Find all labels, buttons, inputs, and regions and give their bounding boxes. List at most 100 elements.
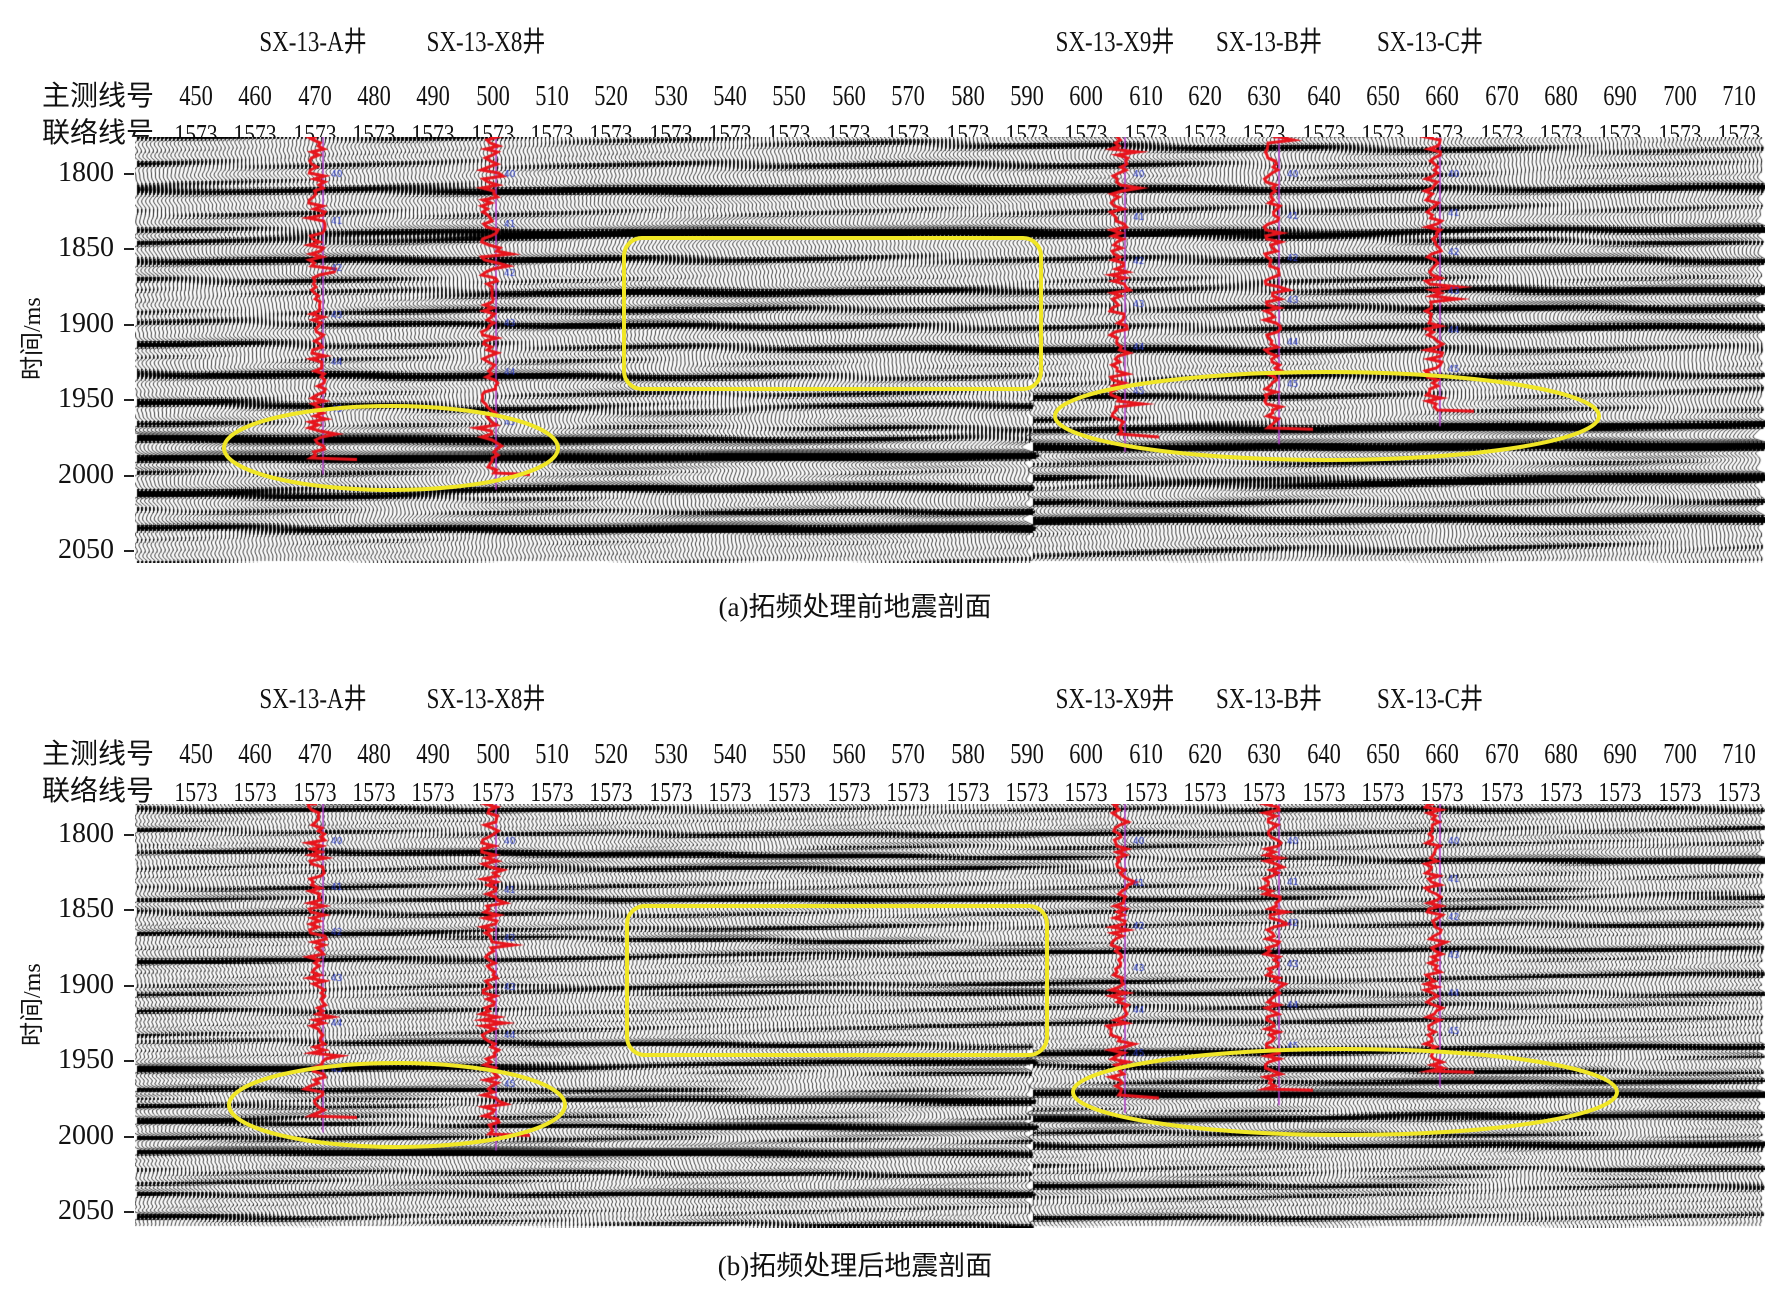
crossline-tick-label: 1573 <box>1183 777 1227 807</box>
time-tick-label: 2000 <box>58 1119 114 1151</box>
inline-tick-label: 460 <box>238 81 273 112</box>
highlight-ellipse <box>227 1061 567 1149</box>
tick-mark <box>124 550 134 552</box>
inline-tick-label: 450 <box>179 81 213 112</box>
inline-tick-label: 450 <box>179 739 213 770</box>
time-tick-label: 1950 <box>58 383 114 415</box>
tick-mark <box>124 323 134 326</box>
tick-mark <box>124 984 134 987</box>
inline-tick-label: 530 <box>653 81 688 112</box>
inline-tick-label: 520 <box>594 81 629 112</box>
inline-tick-label: 640 <box>1306 81 1341 112</box>
inline-tick-label: 680 <box>1544 81 1578 112</box>
crossline-tick-label: 1573 <box>1064 777 1108 807</box>
crossline-tick-label: 1573 <box>1420 777 1464 807</box>
crossline-tick-label: 1573 <box>767 777 812 807</box>
inline-tick-label: 680 <box>1544 739 1578 770</box>
time-tick-label: 2000 <box>58 458 114 490</box>
inline-tick-label: 570 <box>891 739 925 770</box>
time-tick-label: 1950 <box>58 1044 114 1076</box>
time-tick-label: 1900 <box>58 968 114 1000</box>
highlight-ellipse <box>1071 1047 1619 1137</box>
inline-tick-label: 650 <box>1366 739 1400 770</box>
inline-axis-label: 主测线号 <box>42 739 155 770</box>
inline-tick-label: 670 <box>1484 81 1519 112</box>
inline-tick-label: 640 <box>1306 739 1341 770</box>
inline-tick-label: 560 <box>831 739 866 770</box>
inline-tick-label: 660 <box>1425 81 1460 112</box>
well-label: SX-13-X8井 <box>426 684 546 715</box>
crossline-tick-label: 1573 <box>1123 777 1168 807</box>
crossline-tick-label: 1573 <box>352 777 396 807</box>
inline-tick-label: 510 <box>535 739 569 770</box>
inline-tick-label: 540 <box>713 739 747 770</box>
crossline-tick-label: 1573 <box>1598 777 1642 807</box>
crossline-tick-label: 1573 <box>945 777 990 807</box>
well-label: SX-13-B井 <box>1216 684 1322 715</box>
inline-tick-label: 580 <box>950 739 985 770</box>
time-tick-label: 1800 <box>58 157 114 188</box>
inline-tick-label: 710 <box>1722 81 1756 112</box>
inline-tick-label: 550 <box>772 81 807 112</box>
inline-tick-label: 470 <box>297 739 332 770</box>
inline-tick-label: 690 <box>1603 81 1638 112</box>
seismic-section <box>135 137 1765 563</box>
crossline-tick-label: 1573 <box>1005 777 1049 807</box>
inline-tick-label: 550 <box>772 739 807 770</box>
tick-mark <box>124 1211 134 1213</box>
inline-tick-label: 530 <box>653 739 688 770</box>
time-tick-label: 1800 <box>58 818 114 849</box>
tick-mark <box>124 834 134 836</box>
highlight-ellipse <box>222 404 560 492</box>
crossline-tick-label: 1573 <box>1717 777 1761 807</box>
crossline-tick-label: 1573 <box>827 777 871 807</box>
well-label: SX-13-A井 <box>259 27 367 58</box>
tick-mark <box>124 474 134 477</box>
inline-tick-label: 490 <box>416 81 451 112</box>
well-label: SX-13-X8井 <box>426 27 546 58</box>
highlight-rectangle <box>625 904 1049 1057</box>
inline-tick-label: 700 <box>1662 81 1697 112</box>
crossline-tick-label: 1573 <box>1301 777 1346 807</box>
inline-tick-label: 480 <box>357 81 391 112</box>
tick-mark <box>124 909 134 912</box>
inline-tick-label: 670 <box>1484 739 1519 770</box>
crossline-tick-label: 1573 <box>589 777 634 807</box>
inline-tick-label: 590 <box>1010 739 1044 770</box>
crossline-tick-label: 1573 <box>1539 777 1583 807</box>
inline-axis-label: 主测线号 <box>42 81 155 112</box>
inline-tick-label: 580 <box>950 81 985 112</box>
inline-tick-label: 690 <box>1603 739 1638 770</box>
well-label: SX-13-C井 <box>1377 27 1483 58</box>
crossline-tick-label: 1573 <box>174 777 218 807</box>
inline-tick-label: 660 <box>1425 739 1460 770</box>
tick-mark <box>124 1135 134 1138</box>
crossline-tick-label: 1573 <box>1658 777 1702 807</box>
inline-tick-label: 490 <box>416 739 451 770</box>
inline-tick-label: 620 <box>1188 739 1222 770</box>
inline-tick-label: 600 <box>1069 739 1103 770</box>
crossline-tick-label: 1573 <box>471 777 515 807</box>
crossline-tick-label: 1573 <box>649 777 693 807</box>
well-label: SX-13-B井 <box>1216 27 1322 58</box>
crossline-tick-label: 1573 <box>411 777 455 807</box>
inline-tick-label: 620 <box>1188 81 1222 112</box>
well-label: SX-13-A井 <box>259 684 367 715</box>
panel-caption: (a)拓频处理前地震剖面 <box>718 592 992 622</box>
time-tick-label: 1850 <box>58 893 114 925</box>
inline-tick-label: 460 <box>238 739 273 770</box>
time-tick-label: 1900 <box>58 307 114 339</box>
well-label: SX-13-X9井 <box>1055 27 1175 58</box>
seismic-section <box>135 804 1765 1228</box>
inline-tick-label: 540 <box>713 81 747 112</box>
crossline-tick-label: 1573 <box>293 777 337 807</box>
highlight-ellipse <box>1053 370 1601 462</box>
highlight-rectangle <box>622 236 1043 391</box>
tick-mark <box>124 1060 134 1063</box>
inline-tick-label: 600 <box>1069 81 1103 112</box>
crossline-tick-label: 1573 <box>886 777 930 807</box>
inline-tick-label: 630 <box>1247 81 1282 112</box>
